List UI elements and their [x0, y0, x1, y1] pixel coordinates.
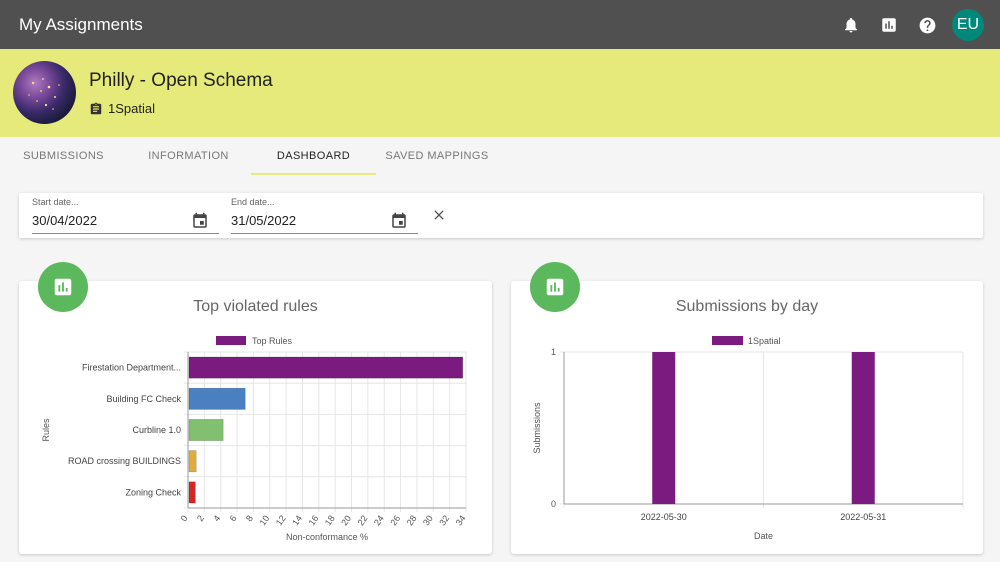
bar-chart-icon	[546, 278, 564, 296]
project-name: Philly - Open Schema	[89, 70, 273, 91]
tab-dashboard[interactable]: DASHBOARD	[251, 137, 376, 175]
bar	[188, 356, 464, 379]
x-tick-label: 12	[274, 513, 288, 527]
x-tick-label: 0	[179, 513, 190, 523]
x-axis-title: Date	[754, 531, 773, 541]
x-tick-label: 2	[195, 513, 206, 523]
x-tick-label: 18	[323, 513, 337, 527]
x-tick-label: 28	[405, 513, 419, 527]
x-tick-label: 4	[211, 513, 222, 523]
bar-chart-icon[interactable]	[877, 13, 901, 37]
x-tick-label: 14	[290, 513, 304, 527]
y-tick-label: 1	[551, 347, 556, 357]
close-icon[interactable]	[431, 207, 447, 223]
x-tick-label: 22	[356, 513, 370, 527]
start-date-label: Start date...	[32, 197, 79, 207]
start-date-field[interactable]: Start date... 30/04/2022	[32, 197, 219, 234]
help-icon[interactable]	[915, 13, 939, 37]
legend-swatch	[216, 336, 246, 345]
tab-submissions[interactable]: SUBMISSIONS	[23, 150, 104, 162]
x-tick-label: 24	[372, 513, 386, 527]
x-tick-label: 16	[307, 513, 321, 527]
end-date-value: 31/05/2022	[231, 213, 297, 228]
bar	[652, 352, 676, 504]
y-axis-title: Rules	[41, 418, 51, 442]
tab-saved-mappings[interactable]: SAVED MAPPINGS	[385, 150, 489, 162]
chart-title: Submissions by day	[675, 298, 819, 315]
x-tick-label: 32	[437, 513, 451, 527]
x-tick-label: 20	[339, 513, 353, 527]
bar	[188, 387, 246, 410]
notifications-icon[interactable]	[839, 13, 863, 37]
x-tick-label: 2022-05-30	[641, 512, 687, 522]
x-tick-label: 6	[228, 513, 239, 523]
top-rules-chart-card: Top Rules 0 2 4 6 8 10 12 14 16 18 20 22 24 26 28 30 32 34…	[19, 281, 492, 554]
calendar-icon[interactable]	[191, 212, 209, 230]
category-label: Building FC Check	[106, 394, 181, 404]
bar	[188, 450, 197, 473]
bar-chart-icon	[54, 278, 72, 296]
y-tick-label: 0	[551, 499, 556, 509]
chart-badge	[38, 262, 88, 312]
bar	[188, 481, 196, 504]
x-tick-label: 8	[244, 513, 255, 523]
chart-title: Top violated rules	[193, 298, 318, 315]
submissions-chart: 1Spatial 0 1 2022-05-30 2022-05-31 Date Submis…	[532, 336, 964, 541]
x-tick-label: 34	[454, 513, 468, 527]
x-tick-label: 10	[257, 513, 271, 527]
clipboard-icon	[90, 102, 102, 114]
organization-name: 1Spatial	[108, 101, 155, 116]
category-label: Firestation Department...	[82, 363, 181, 373]
y-axis-title: Submissions	[532, 402, 542, 454]
tab-information[interactable]: INFORMATION	[148, 150, 229, 162]
category-label: ROAD crossing BUILDINGS	[68, 456, 181, 466]
bar	[188, 419, 224, 441]
top-actions: EU	[825, 9, 984, 41]
legend-label: 1Spatial	[748, 336, 781, 346]
legend-label: Top Rules	[252, 336, 293, 346]
submissions-chart-card: 1Spatial 0 1 2022-05-30 2022-05-31 Date Submis…	[511, 281, 983, 554]
organization: 1Spatial	[89, 101, 155, 116]
x-tick-label: 30	[421, 513, 435, 527]
user-avatar[interactable]: EU	[952, 9, 984, 41]
end-date-field[interactable]: End date... 31/05/2022	[231, 197, 418, 234]
project-image	[13, 61, 76, 124]
end-date-label: End date...	[231, 197, 275, 207]
legend-swatch	[712, 336, 743, 345]
app-bar: My Assignments EU	[0, 0, 1000, 49]
project-header: Philly - Open Schema 1Spatial	[0, 49, 1000, 137]
app-title: My Assignments	[19, 15, 143, 34]
date-filter-card: Start date... 30/04/2022 End date... 31/…	[19, 193, 983, 238]
start-date-value: 30/04/2022	[32, 213, 98, 228]
bar	[851, 352, 875, 504]
calendar-icon[interactable]	[390, 212, 408, 230]
x-axis-title: Non-conformance %	[286, 532, 368, 542]
x-tick-label: 26	[388, 513, 402, 527]
x-tick-label: 2022-05-31	[840, 512, 886, 522]
chart-badge	[530, 262, 580, 312]
tab-bar: SUBMISSIONS INFORMATION DASHBOARD SAVED …	[0, 137, 1000, 175]
category-label: Zoning Check	[125, 487, 181, 497]
category-label: Curbline 1.0	[132, 425, 181, 435]
